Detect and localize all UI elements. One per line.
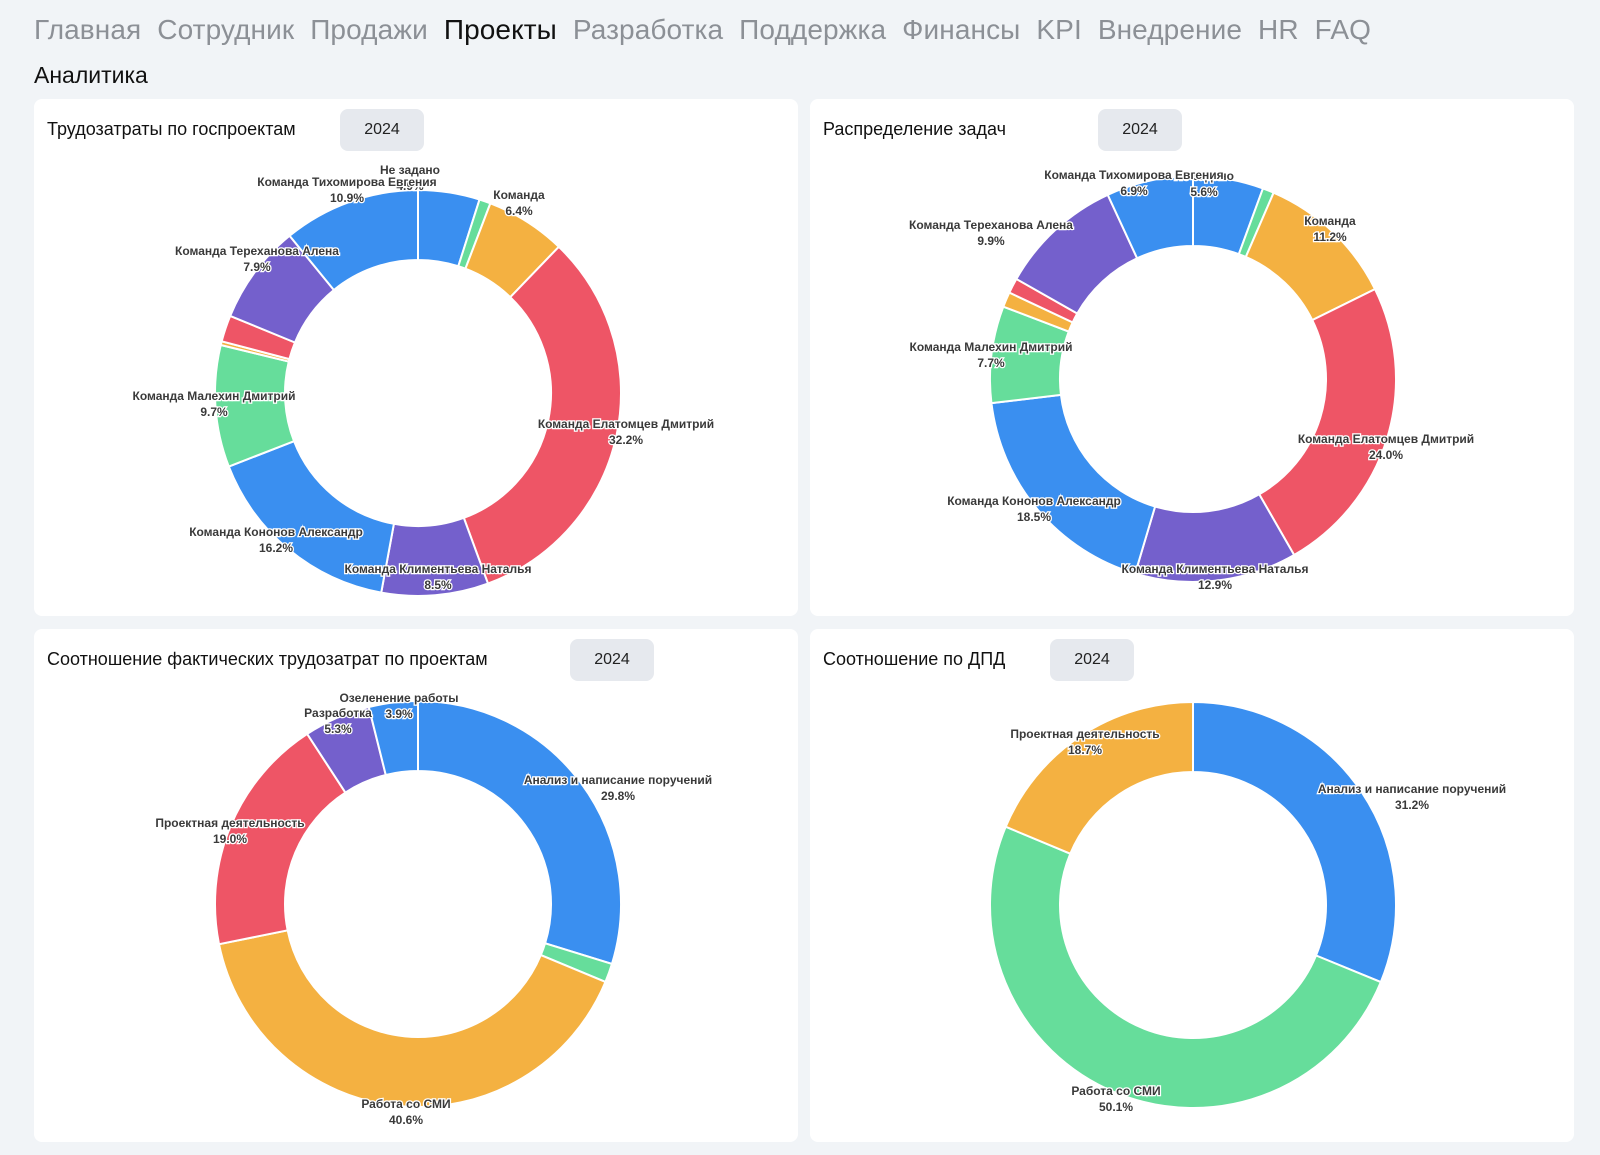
slice-label: Команда Елатомцев Дмитрий 24.0% (1298, 432, 1474, 462)
slice-label: Команда 11.2% (1304, 214, 1356, 244)
slice-label: Команда Малехин Дмитрий 9.7% (133, 389, 296, 419)
nav-item-kpi[interactable]: KPI (1036, 14, 1082, 45)
section-title: Аналитика (34, 62, 148, 88)
chart-card-dpd-ratio: Соотношение по ДПД 2024 Анализ и написан… (810, 629, 1574, 1142)
nav-item-hr[interactable]: HR (1258, 14, 1299, 45)
nav-item-sales[interactable]: Продажи (310, 14, 428, 45)
chart-title: Соотношение фактических трудозатрат по п… (47, 649, 488, 669)
nav-item-faq[interactable]: FAQ (1314, 14, 1371, 45)
donut-slice-команда-тихомирова-евгения[interactable] (1106, 174, 1194, 260)
year-selector-button[interactable]: 2024 (570, 639, 654, 681)
chart-card-task-distribution: Распределение задач 2024 Не задано 5.6% Ко… (810, 99, 1574, 616)
slice-label: Не задано 5.6% (1174, 169, 1234, 199)
nav-item-support[interactable]: Поддержка (739, 14, 887, 45)
donut-slice-работа-со-сми[interactable] (989, 825, 1383, 1109)
nav-item-home[interactable]: Главная (34, 14, 142, 45)
donut-chart: Анализ и написание поручений 31.2% Работа … (989, 700, 1507, 1115)
slice-label: Команда Климентьева Наталья 12.9% (1122, 562, 1309, 592)
slice-label: Проектная деятельность 19.0% (155, 816, 304, 846)
chart-title: Распределение задач (823, 119, 1006, 139)
slice-label: Команда Тереханова Алена 9.9% (909, 218, 1073, 248)
slice-label: Команда Тереханова Алена 7.9% (175, 244, 339, 274)
slice-label: Команда Тихомирова Евгения 10.9% (257, 175, 436, 205)
slice-label: Команда Кононов Александр 16.2% (189, 525, 363, 555)
donut-slice-команда-кононов-александр[interactable] (990, 393, 1157, 575)
donut-slice-работа-со-сми[interactable] (217, 929, 607, 1108)
chart-title: Соотношение по ДПД (823, 649, 1006, 669)
nav-item-employee[interactable]: Сотрудник (157, 14, 295, 45)
donut-slice-команда-елатомцев-дмитрий[interactable] (1257, 287, 1397, 557)
slice-label: Команда Климентьева Наталья 8.5% (345, 562, 532, 592)
slice-label: Анализ и написание поручений 29.8% (524, 773, 712, 803)
chart-title: Трудозатраты по госпроектам (47, 119, 296, 139)
slice-label: Команда Елатомцев Дмитрий 32.2% (538, 417, 714, 447)
slice-label: Команда Тихомирова Евгения 6.9% (1044, 168, 1223, 198)
nav-item-implementation[interactable]: Внедрение (1097, 14, 1242, 45)
donut-slice-проектная-деятельность[interactable] (1004, 700, 1194, 856)
slice-label: Не задано 4.9% (380, 163, 440, 193)
nav-item-development[interactable]: Разработка (572, 14, 724, 45)
year-selector-button[interactable]: 2024 (340, 109, 424, 151)
donut-chart: Не задано 4.9% Команда 6.4% Команда Елатомце… (131, 162, 715, 597)
slice-label: Команда Кононов Александр 18.5% (947, 494, 1121, 524)
donut-slice-команда-елатомцев-дмитрий[interactable] (462, 245, 622, 585)
nav-item-finance[interactable]: Финансы (902, 14, 1021, 45)
slice-label: Команда 6.4% (493, 188, 545, 218)
chart-card-labor-gov-projects: Трудозатраты по госпроектам 2024 Не зада… (34, 99, 798, 616)
donut-chart: Анализ и написание поручений 29.8% Работа … (154, 690, 713, 1129)
nav-item-projects[interactable]: Проекты (443, 14, 557, 45)
slice-label: Проектная деятельность 18.7% (1010, 727, 1159, 757)
slice-label: Работа со СМИ 40.6% (361, 1097, 450, 1127)
top-navigation: Главная Сотрудник Продажи Проекты Разраб… (34, 14, 1371, 46)
slice-label: Работа со СМИ 50.1% (1071, 1084, 1160, 1114)
donut-slice-анализ-и-написание-поручений[interactable] (1192, 700, 1397, 984)
donut-slice-озеленение-работы[interactable] (367, 699, 419, 777)
year-selector-button[interactable]: 2024 (1050, 639, 1134, 681)
slice-label: Анализ и написание поручений 31.2% (1318, 782, 1506, 812)
slice-label: Разработка 5.3% (304, 706, 372, 736)
donut-chart: Не задано 5.6% Команда 11.2% Команда Елатомц… (908, 167, 1476, 594)
chart-card-actual-labor-by-projects: Соотношение фактических трудозатрат по п… (34, 629, 798, 1142)
donut-slice-анализ-и-написание-поручений[interactable] (417, 699, 622, 966)
donut-slice-команда-тихомирова-евгения[interactable] (288, 188, 419, 292)
year-selector-button[interactable]: 2024 (1098, 109, 1182, 151)
slice-label: Команда Малехин Дмитрий 7.7% (910, 340, 1073, 370)
slice-label: Озеленение работы 3.9% (339, 691, 458, 721)
